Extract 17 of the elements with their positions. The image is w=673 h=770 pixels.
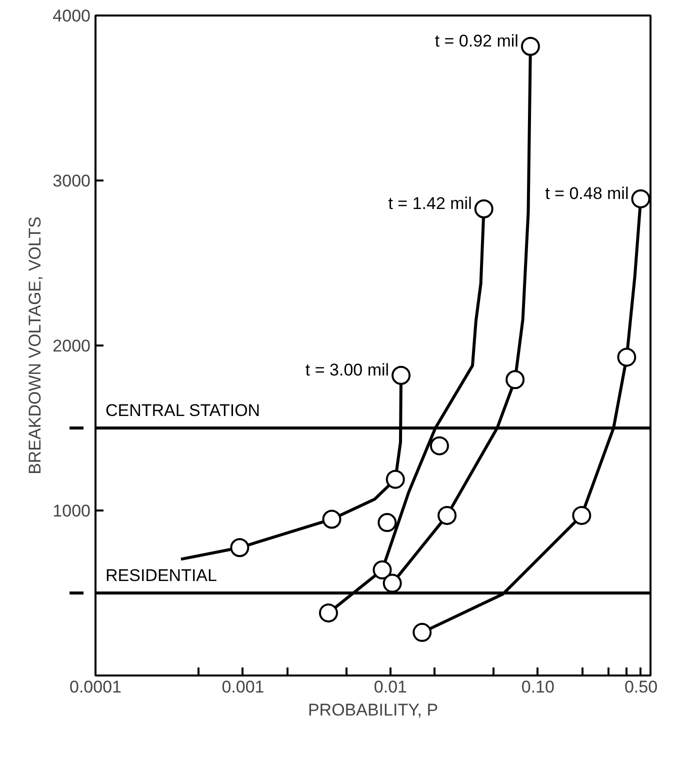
y-tick-label: 1000 xyxy=(52,502,91,520)
x-tick-label: 0.01 xyxy=(374,678,407,696)
series-label: t = 1.42 mil xyxy=(388,194,472,213)
ref-line-label: CENTRAL STATION xyxy=(106,401,260,420)
x-tick-label: 0.001 xyxy=(222,678,264,696)
y-tick-label: 2000 xyxy=(52,336,91,356)
series-label: t = 0.92 mil xyxy=(434,31,518,50)
x-axis-title: PROBABILITY, P xyxy=(308,700,438,720)
ref-line-label: RESIDENTIAL xyxy=(106,566,217,585)
y-tick-label: 3000 xyxy=(52,172,91,190)
series-label: t = 0.48 mil xyxy=(545,184,629,203)
y-tick-label: 4000 xyxy=(52,6,91,26)
x-tick-label: 0.0001 xyxy=(70,678,122,696)
series-label: t = 3.00 mil xyxy=(305,360,390,380)
x-tick-label: 0.10 xyxy=(521,678,554,696)
x-tick-label: 0.50 xyxy=(624,678,658,696)
y-axis-title: BREAKDOWN VOLTAGE, VOLTS xyxy=(26,216,45,474)
